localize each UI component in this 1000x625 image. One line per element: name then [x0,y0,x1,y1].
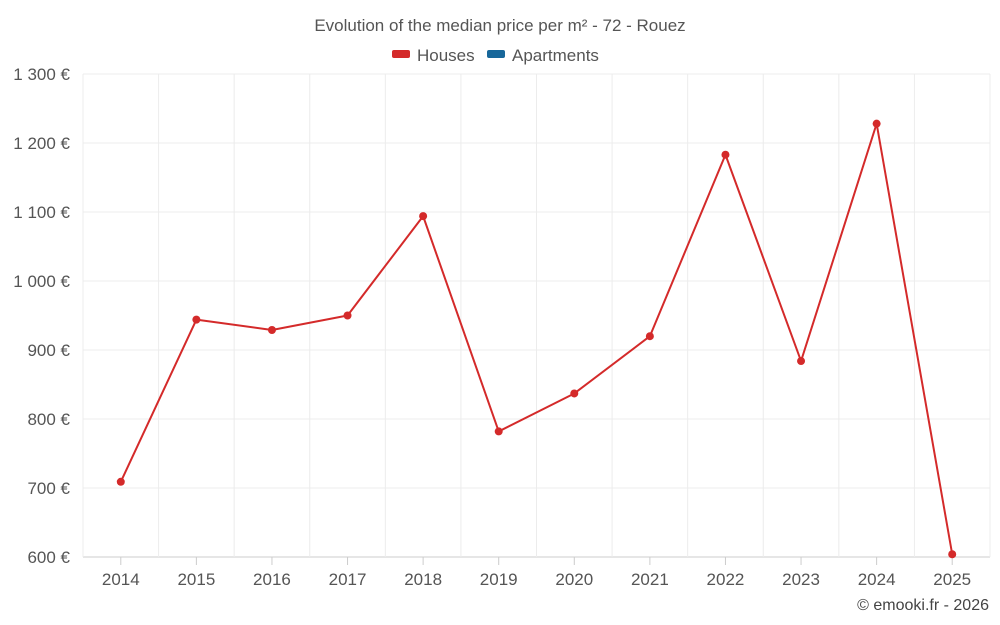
x-axis: 2014 2015 2016 2017 2018 2019 2020 2021 2022 2023… [102,557,971,589]
y-tick-label: 1 100 € [13,203,70,222]
data-point-houses[interactable] [570,389,579,398]
x-tick-label: 2020 [555,570,593,589]
x-tick-label: 2024 [858,570,896,589]
data-point-houses[interactable] [192,315,201,324]
x-grid [82,74,991,557]
plot-area [116,119,957,559]
x-tick-label: 2019 [480,570,518,589]
legend-swatch-houses [392,50,410,58]
credit-text: © emooki.fr - 2026 [857,597,989,614]
chart-title: Evolution of the median price per m² - 7… [314,16,685,35]
data-point-houses[interactable] [872,119,881,128]
data-point-houses[interactable] [343,311,352,320]
legend: Houses Apartments [392,46,599,65]
x-tick-label: 2014 [102,570,140,589]
x-tick-label: 2025 [933,570,971,589]
y-tick-label: 700 € [27,479,70,498]
data-point-houses[interactable] [267,325,276,334]
legend-label-apartments: Apartments [512,46,599,65]
x-tick-label: 2016 [253,570,291,589]
y-tick-label: 1 300 € [13,65,70,84]
legend-item-houses[interactable]: Houses [392,46,475,65]
data-point-houses[interactable] [645,332,654,341]
data-point-houses[interactable] [721,150,730,159]
series-line-houses [119,122,954,555]
x-tick-label: 2018 [404,570,442,589]
x-tick-label: 2017 [329,570,367,589]
data-point-houses[interactable] [948,550,957,559]
legend-label-houses: Houses [417,46,475,65]
y-tick-label: 600 € [27,548,70,567]
y-tick-label: 900 € [27,341,70,360]
y-tick-label: 1 000 € [13,272,70,291]
y-axis: 600 € 700 € 800 € 900 € 1 000 € 1 100 € 1 200 … [13,65,70,567]
data-point-houses[interactable] [419,212,428,221]
x-tick-label: 2015 [177,570,215,589]
data-point-houses[interactable] [797,357,806,366]
legend-item-apartments[interactable]: Apartments [487,46,599,65]
y-tick-label: 800 € [27,410,70,429]
data-point-houses[interactable] [494,427,503,436]
x-tick-label: 2023 [782,570,820,589]
y-tick-label: 1 200 € [13,134,70,153]
x-tick-label: 2022 [707,570,745,589]
x-tick-label: 2021 [631,570,669,589]
legend-swatch-apartments [487,50,505,58]
data-point-houses[interactable] [116,477,125,486]
